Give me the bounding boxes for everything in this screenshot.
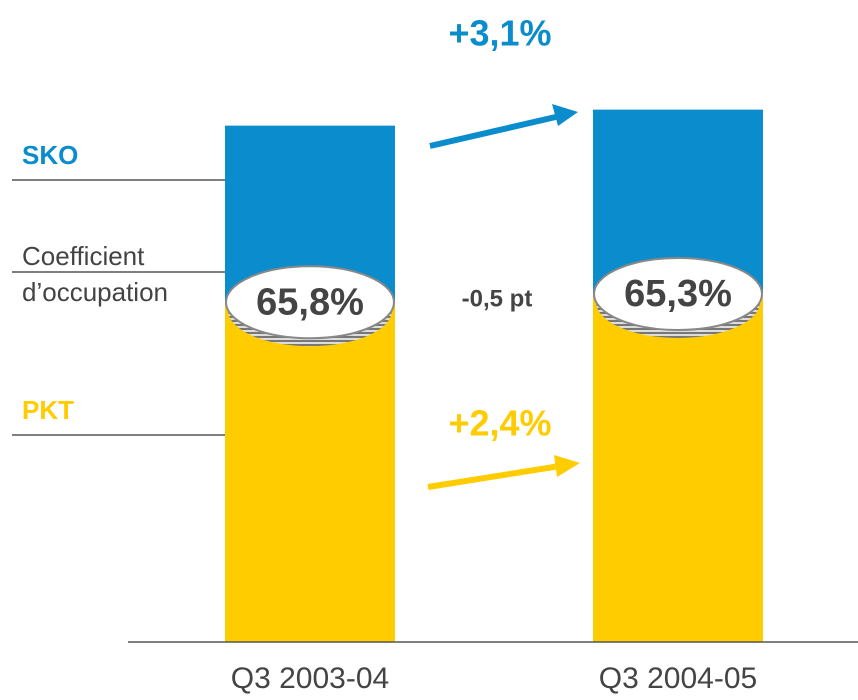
x-tick-label: Q3 2004-05 — [599, 662, 757, 695]
bar — [593, 293, 763, 642]
arrow-head — [554, 455, 580, 477]
bar — [225, 302, 395, 642]
series-label: SKO — [22, 140, 79, 170]
data-label: 65,3% — [624, 273, 732, 315]
series-label: PKT — [22, 395, 74, 425]
annotation: +2,4% — [448, 403, 551, 444]
annotation: +3,1% — [448, 13, 551, 54]
arrow — [427, 463, 561, 490]
series-label: Coefficient d’occupation — [22, 241, 168, 307]
arrow-head — [552, 104, 578, 126]
load-factor — [593, 256, 763, 331]
load-factor — [225, 265, 395, 340]
data-label: 65,8% — [256, 281, 364, 323]
x-tick-label: Q3 2003-04 — [231, 662, 389, 695]
arrow — [429, 113, 561, 149]
annotation: -0,5 pt — [462, 285, 533, 312]
